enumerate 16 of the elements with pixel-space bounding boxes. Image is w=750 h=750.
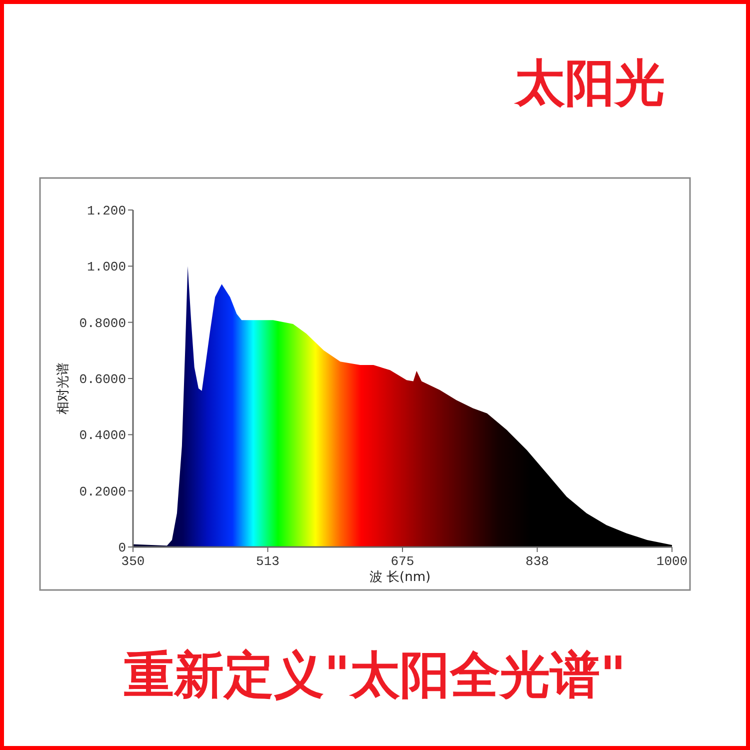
x-axis-title: 波 长(nm) — [369, 570, 431, 585]
y-tick-label: 0.6000 — [79, 372, 126, 387]
x-tick-label: 838 — [526, 554, 549, 569]
y-tick-label: 1.000 — [86, 260, 126, 275]
y-tick-label: 0 — [118, 540, 126, 556]
y-tick-label: 0.8000 — [79, 316, 126, 331]
y-tick-label: 0.4000 — [79, 428, 126, 444]
y-axis-title: 相对光谱 — [56, 362, 71, 414]
y-tick-label: 0.2000 — [79, 484, 126, 500]
x-tick-label: 1000 — [656, 554, 688, 569]
x-tick-label: 675 — [390, 554, 414, 569]
x-tick-label: 513 — [256, 554, 280, 569]
text: 重新定义"太阳全光谱" — [124, 646, 626, 704]
title: 太阳光 — [515, 54, 665, 112]
y-tick-label: 1.200 — [86, 204, 126, 218]
x-tick-label: 350 — [121, 554, 145, 569]
